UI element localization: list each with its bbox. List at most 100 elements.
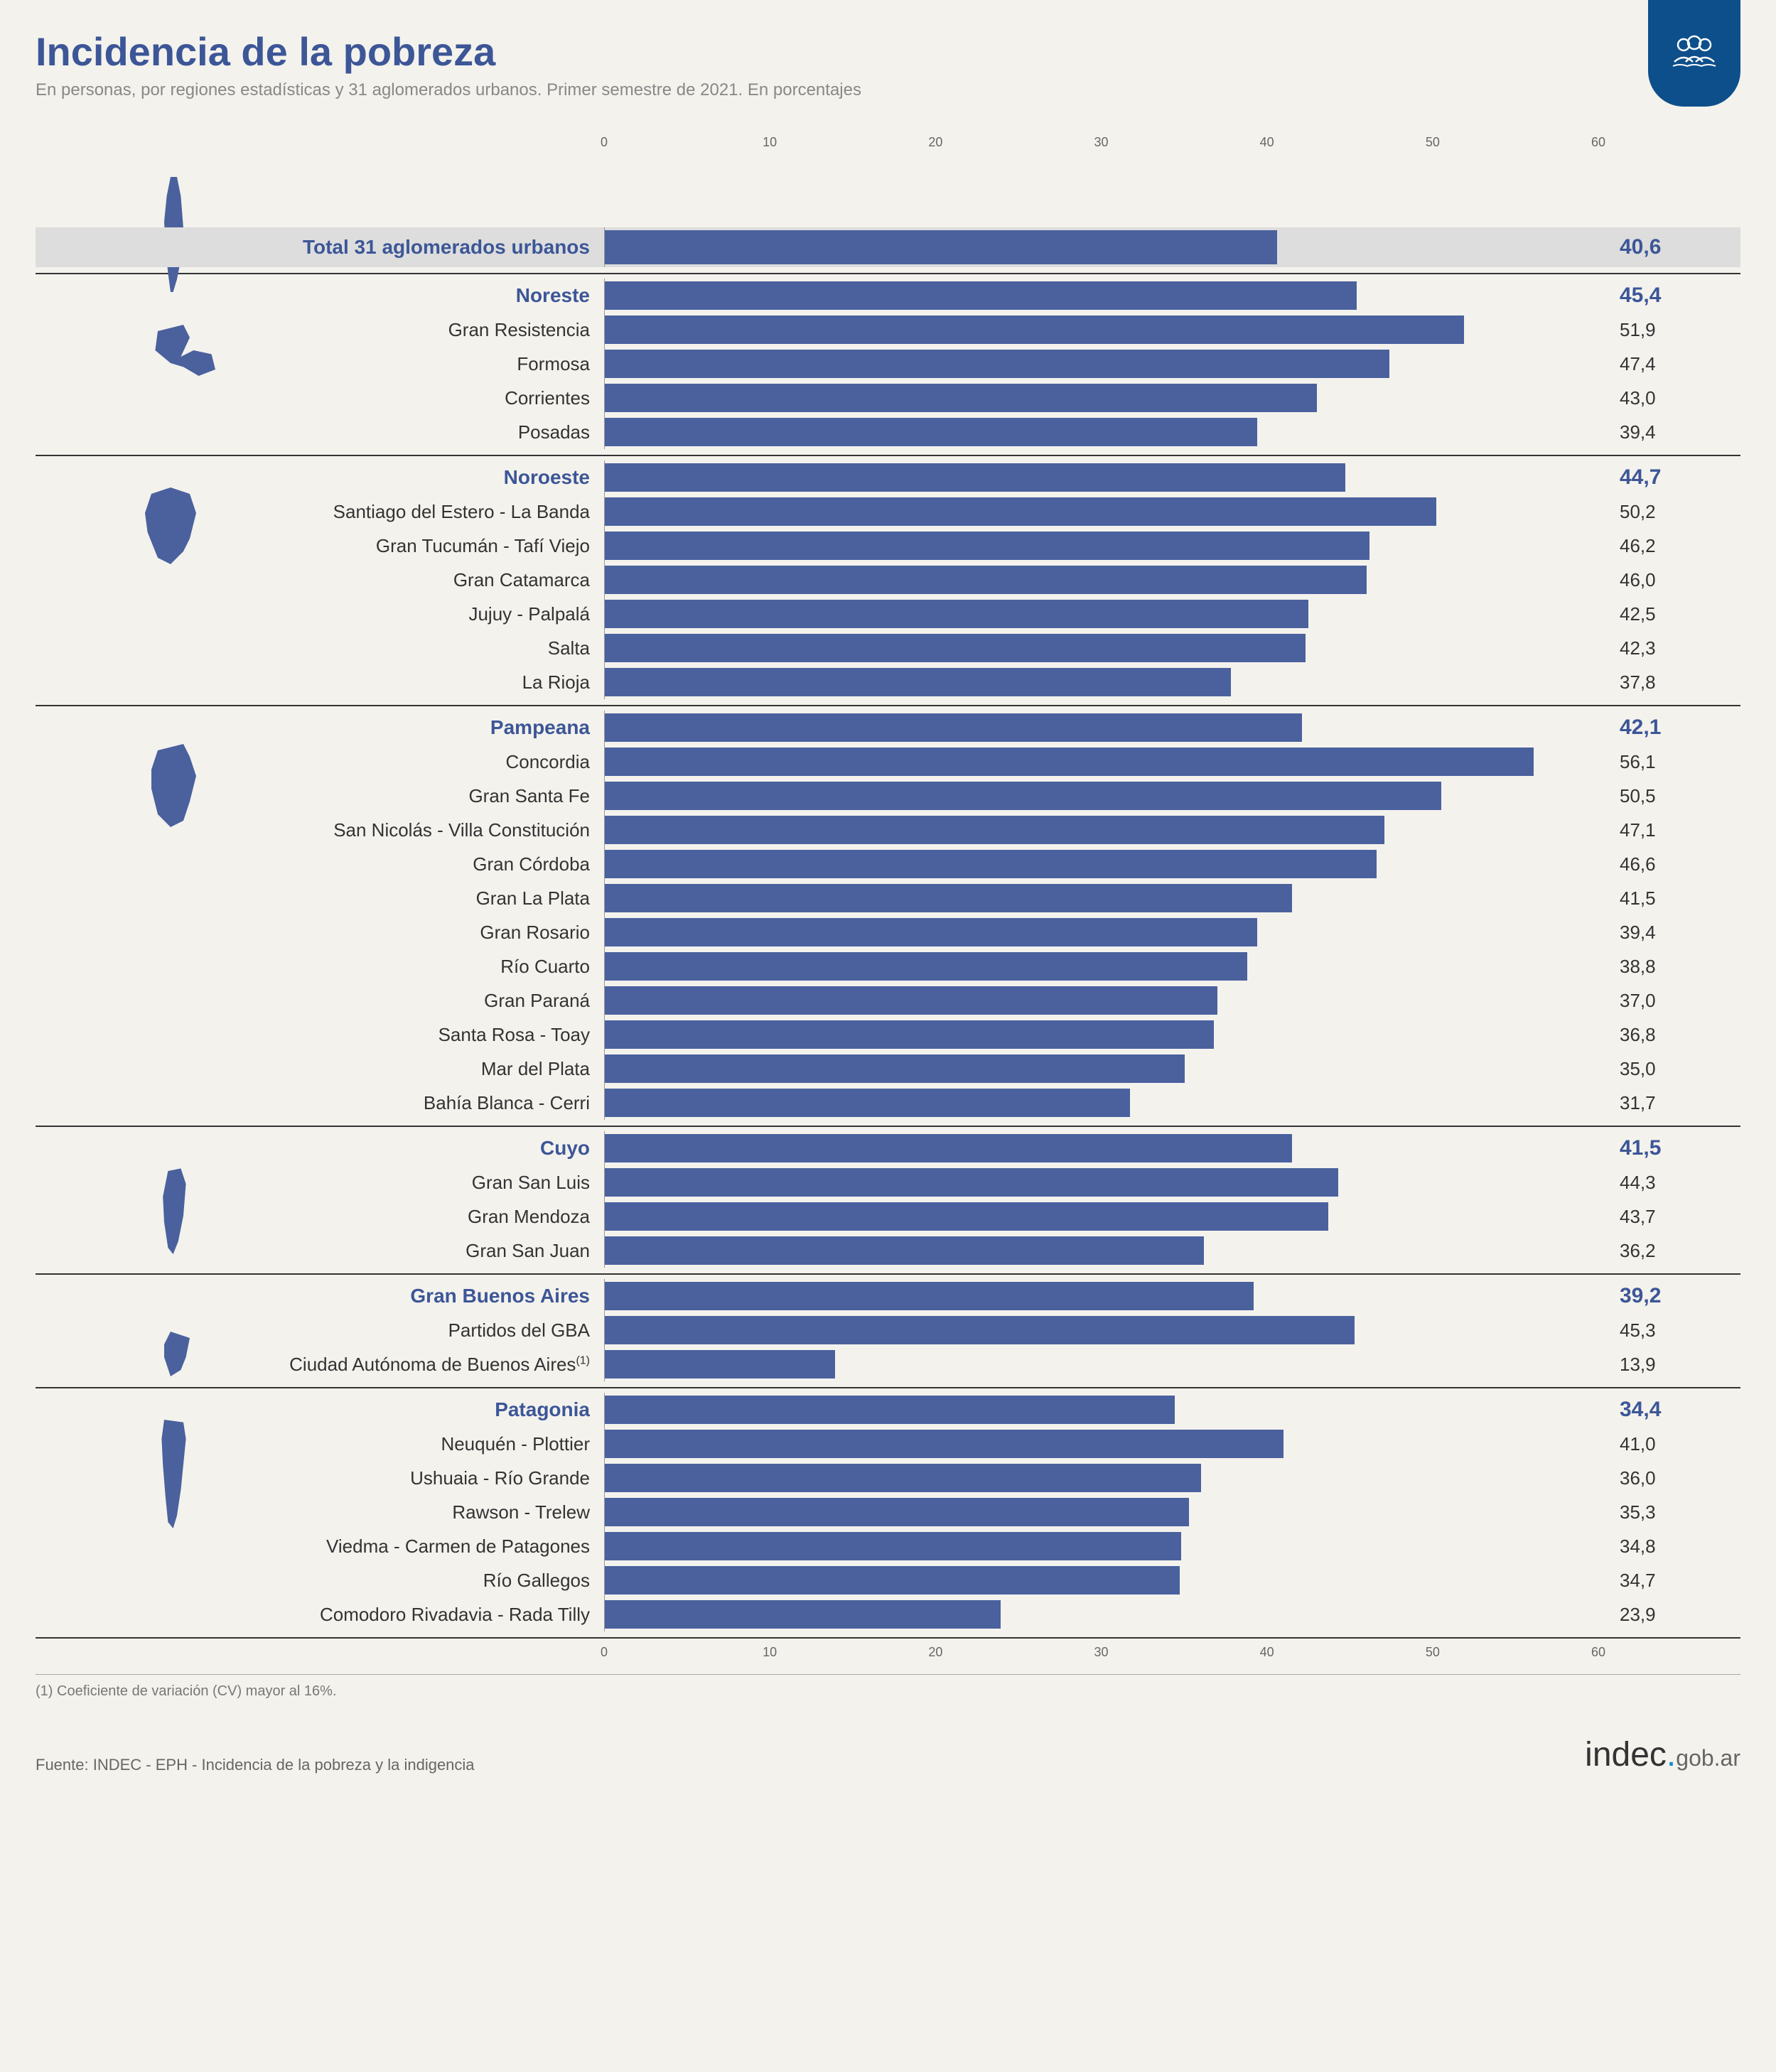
row-label: Ciudad Autónoma de Buenos Aires(1) xyxy=(36,1354,604,1376)
bar-area xyxy=(604,813,1598,847)
row-label: Gran Rosario xyxy=(36,922,604,944)
bar-area xyxy=(604,1313,1598,1347)
bar-area xyxy=(604,1347,1598,1381)
total-row: Total 31 aglomerados urbanos40,6 xyxy=(36,227,1740,267)
axis-tick: 10 xyxy=(763,135,777,150)
axis-tick: 30 xyxy=(1094,135,1108,150)
row-value: 34,8 xyxy=(1598,1536,1740,1558)
axis-tick: 0 xyxy=(601,1645,608,1660)
bar xyxy=(605,281,1357,310)
city-row: Rawson - Trelew35,3 xyxy=(36,1495,1740,1529)
bar xyxy=(605,1089,1130,1117)
row-value: 46,6 xyxy=(1598,853,1740,875)
bar xyxy=(605,1134,1292,1162)
row-label: Gran Buenos Aires xyxy=(36,1285,604,1307)
bar-area xyxy=(604,313,1598,347)
city-row: Río Cuarto38,8 xyxy=(36,949,1740,983)
row-value: 36,0 xyxy=(1598,1467,1740,1489)
sections-container: Total 31 aglomerados urbanos40,6Noreste4… xyxy=(36,156,1740,1639)
row-value: 50,5 xyxy=(1598,785,1740,807)
row-label: Corrientes xyxy=(36,387,604,409)
row-label: Santa Rosa - Toay xyxy=(36,1024,604,1046)
page-title: Incidencia de la pobreza xyxy=(36,28,1648,75)
city-row: Río Gallegos34,7 xyxy=(36,1563,1740,1597)
bar xyxy=(605,1054,1185,1083)
row-value: 41,0 xyxy=(1598,1433,1740,1455)
footnote: (1) Coeficiente de variación (CV) mayor … xyxy=(36,1674,1740,1700)
bar-area xyxy=(604,597,1598,631)
row-value: 41,5 xyxy=(1598,887,1740,910)
city-row: Viedma - Carmen de Patagones 34,8 xyxy=(36,1529,1740,1563)
city-row: Formosa47,4 xyxy=(36,347,1740,381)
bar xyxy=(605,713,1302,742)
axis-tick: 40 xyxy=(1260,135,1274,150)
bar-area xyxy=(604,495,1598,529)
row-label: Gran La Plata xyxy=(36,887,604,910)
row-value: 41,5 xyxy=(1598,1136,1740,1160)
row-value: 37,0 xyxy=(1598,990,1740,1012)
city-row: Gran La Plata 41,5 xyxy=(36,881,1740,915)
row-value: 35,0 xyxy=(1598,1058,1740,1080)
city-row: Concordia56,1 xyxy=(36,745,1740,779)
row-value: 44,7 xyxy=(1598,465,1740,490)
bar-area xyxy=(604,949,1598,983)
row-value: 36,2 xyxy=(1598,1240,1740,1262)
row-value: 42,5 xyxy=(1598,603,1740,625)
bar xyxy=(605,315,1464,344)
bar-area xyxy=(604,415,1598,449)
source-text: Fuente: INDEC - EPH - Incidencia de la p… xyxy=(36,1756,475,1774)
bar xyxy=(605,1430,1283,1458)
row-label: Patagonia xyxy=(36,1398,604,1421)
page-subtitle: En personas, por regiones estadísticas y… xyxy=(36,80,1648,100)
row-label: Bahía Blanca - Cerri xyxy=(36,1092,604,1114)
row-value: 44,3 xyxy=(1598,1172,1740,1194)
bar-area xyxy=(604,1199,1598,1234)
row-value: 39,4 xyxy=(1598,421,1740,443)
row-value: 45,4 xyxy=(1598,284,1740,308)
region-section: Pampeana42,1Concordia56,1Gran Santa Fe50… xyxy=(36,711,1740,1127)
row-label: Río Gallegos xyxy=(36,1570,604,1592)
row-value: 23,9 xyxy=(1598,1604,1740,1626)
row-value: 38,8 xyxy=(1598,956,1740,978)
header: Incidencia de la pobreza En personas, po… xyxy=(36,28,1740,107)
row-label: Comodoro Rivadavia - Rada Tilly xyxy=(36,1604,604,1626)
row-label: San Nicolás - Villa Constitución xyxy=(36,819,604,841)
row-value: 43,0 xyxy=(1598,387,1740,409)
row-value: 46,2 xyxy=(1598,535,1740,557)
row-value: 47,4 xyxy=(1598,353,1740,375)
row-label: Gran Paraná xyxy=(36,990,604,1012)
axis-tick: 0 xyxy=(601,135,608,150)
city-row: Neuquén - Plottier41,0 xyxy=(36,1427,1740,1461)
row-label: Gran San Luis xyxy=(36,1172,604,1194)
city-row: Gran Rosario39,4 xyxy=(36,915,1740,949)
city-row: Gran Catamarca46,0 xyxy=(36,563,1740,597)
bar xyxy=(605,816,1384,844)
region-section: Patagonia34,4Neuquén - Plottier41,0Ushua… xyxy=(36,1393,1740,1639)
row-value: 46,0 xyxy=(1598,569,1740,591)
people-badge-icon xyxy=(1648,0,1740,107)
bar xyxy=(605,1202,1328,1231)
region-row: Pampeana42,1 xyxy=(36,711,1740,745)
bar xyxy=(605,668,1231,696)
row-value: 37,8 xyxy=(1598,671,1740,694)
city-row: Gran Santa Fe50,5 xyxy=(36,779,1740,813)
city-row: Mar del Plata35,0 xyxy=(36,1052,1740,1086)
row-label: Total 31 aglomerados urbanos xyxy=(36,236,604,259)
bar-area xyxy=(604,347,1598,381)
row-label: Concordia xyxy=(36,751,604,773)
logo-gob: gob.ar xyxy=(1676,1745,1740,1771)
bar-area xyxy=(604,983,1598,1018)
city-row: San Nicolás - Villa Constitución 47,1 xyxy=(36,813,1740,847)
city-row: Gran San Juan36,2 xyxy=(36,1234,1740,1268)
axis-tick: 40 xyxy=(1260,1645,1274,1660)
row-value: 47,1 xyxy=(1598,819,1740,841)
region-section: Noroeste44,7Santiago del Estero - La Ban… xyxy=(36,460,1740,706)
bar-area xyxy=(604,745,1598,779)
bar xyxy=(605,884,1292,912)
row-label: Viedma - Carmen de Patagones xyxy=(36,1536,604,1558)
city-row: Corrientes 43,0 xyxy=(36,381,1740,415)
bar-area xyxy=(604,529,1598,563)
region-section: Gran Buenos Aires39,2Partidos del GBA45,… xyxy=(36,1279,1740,1388)
bar-area xyxy=(604,563,1598,597)
bar-area xyxy=(604,915,1598,949)
